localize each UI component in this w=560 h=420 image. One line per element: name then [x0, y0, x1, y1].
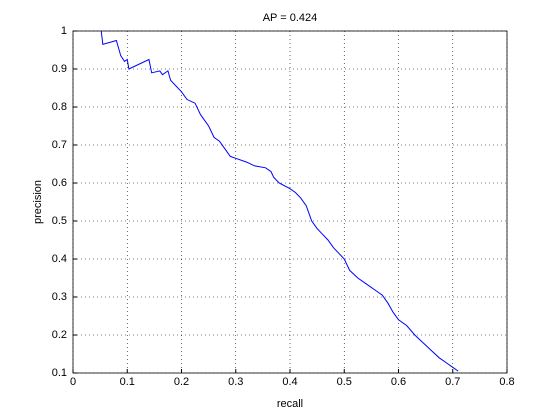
x-tick-label: 0 — [70, 376, 76, 388]
x-tick-label: 0.1 — [120, 376, 135, 388]
y-tick-label: 0.3 — [52, 291, 67, 303]
y-axis-label: precision — [32, 180, 44, 224]
x-tick-label: 0.3 — [228, 376, 243, 388]
chart-title: AP = 0.424 — [263, 12, 318, 24]
x-tick-label: 0.7 — [445, 376, 460, 388]
x-tick-label: 0.2 — [174, 376, 189, 388]
y-tick-label: 0.7 — [52, 139, 67, 151]
plot-frame — [72, 30, 508, 374]
x-tick-label: 0.6 — [391, 376, 406, 388]
x-tick-label: 0.8 — [499, 376, 514, 388]
x-tick-label: 0.5 — [337, 376, 352, 388]
x-axis-label: recall — [277, 398, 303, 410]
y-tick-label: 1 — [61, 25, 67, 37]
y-tick-label: 0.8 — [52, 101, 67, 113]
y-tick-label: 0.4 — [52, 253, 67, 265]
y-tick-label: 0.1 — [52, 367, 67, 379]
y-tick-label: 0.2 — [52, 329, 67, 341]
y-tick-label: 0.5 — [52, 215, 67, 227]
pr-curve — [100, 30, 459, 372]
y-tick-label: 0.9 — [52, 63, 67, 75]
y-tick-label: 0.6 — [52, 177, 67, 189]
x-tick-label: 0.4 — [282, 376, 297, 388]
